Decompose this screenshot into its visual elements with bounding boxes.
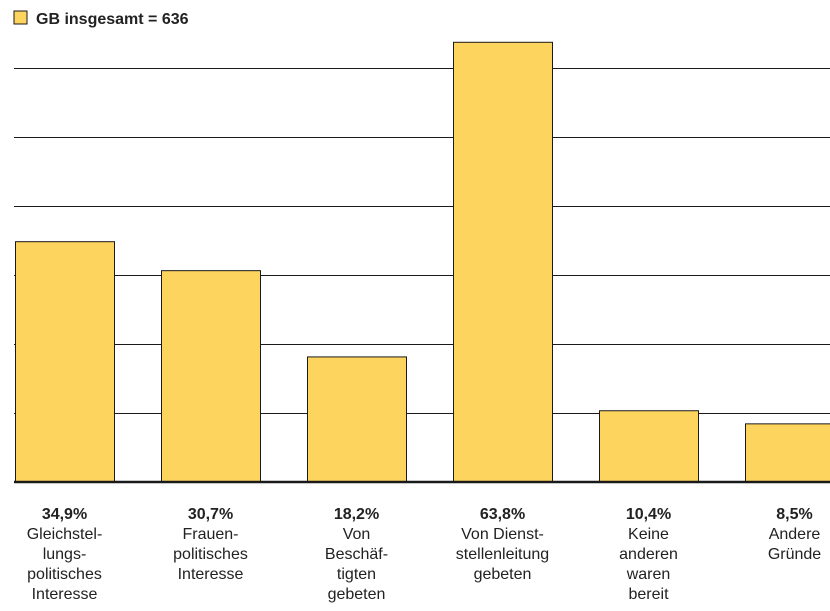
category-name: Andere Gründe	[767, 526, 822, 563]
category-label: 8,5% Andere Gründe	[725, 505, 830, 565]
data-label: 18,2%	[333, 506, 380, 523]
bar	[15, 241, 115, 483]
bar	[307, 356, 407, 484]
legend: GB insgesamt = 636	[13, 10, 189, 28]
category-label: 30,7% Frauen- politisches Interesse	[141, 505, 281, 585]
category-label: 34,9% Gleichstel- lungs- politisches Inte…	[0, 505, 135, 605]
bar	[745, 423, 830, 484]
category-label: 10,4% Keine anderen waren bereit	[579, 505, 719, 605]
legend-swatch	[13, 10, 28, 25]
bar	[161, 270, 261, 484]
category-name: Keine anderen waren bereit	[619, 526, 678, 603]
gridlines	[14, 68, 830, 414]
category-label: 63,8% Von Dienst- stellenleitung gebeten	[433, 505, 573, 585]
category-label: 18,2% Von Beschäf- tigten gebeten	[287, 505, 427, 605]
data-label: 34,9%	[41, 506, 88, 523]
data-label: 8,5%	[776, 506, 813, 523]
category-name: Von Dienst- stellenleitung gebeten	[455, 526, 550, 583]
data-label: 30,7%	[187, 506, 234, 523]
data-label: 10,4%	[625, 506, 672, 523]
bar	[599, 410, 699, 483]
legend-label: GB insgesamt = 636	[36, 11, 189, 28]
bars	[15, 41, 830, 484]
category-name: Gleichstel- lungs- politisches Interesse	[26, 526, 103, 603]
data-label: 63,8%	[479, 506, 526, 523]
category-name: Frauen- politisches Interesse	[173, 526, 248, 583]
bar	[453, 41, 553, 483]
category-name: Von Beschäf- tigten gebeten	[324, 526, 389, 603]
